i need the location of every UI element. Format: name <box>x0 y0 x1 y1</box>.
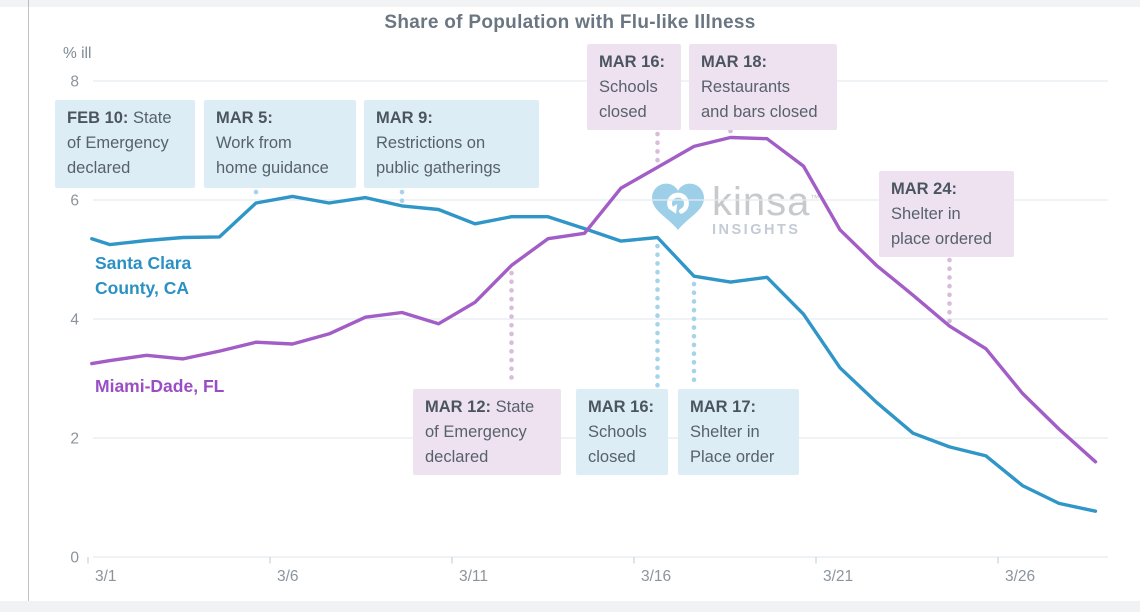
y-tick-label-8: 8 <box>70 74 79 91</box>
kinsa-insights-watermark: kinsa™ INSIGHTS <box>652 180 820 238</box>
annotation-date-mar16-schools-top: MAR 16: <box>599 53 666 71</box>
annotation-date-mar9: MAR 9: <box>376 109 433 127</box>
annotation-mar24: MAR 24: Shelter in place ordered <box>879 171 1014 257</box>
y-tick-label-6: 6 <box>70 193 79 210</box>
kinsa-heart-icon <box>652 183 704 230</box>
series-line-miami-dade-fl <box>90 135 1098 464</box>
annotation-mar5: MAR 5: Work from home guidance <box>204 100 356 188</box>
annotation-mar18: MAR 18: Restaurants and bars closed <box>689 44 837 130</box>
annotation-date-mar24: MAR 24: <box>891 180 958 198</box>
annotation-mar16-schools-top: MAR 16: Schools closed <box>587 44 681 130</box>
chart-title: Share of Population with Flu-like Illnes… <box>384 12 756 33</box>
x-tick-label-3/21: 3/21 <box>823 568 853 585</box>
x-tick-label-3/1: 3/1 <box>95 568 117 585</box>
annotation-feb10: FEB 10: State of Emergency declared <box>55 100 195 188</box>
x-tick-label-3/6: 3/6 <box>277 568 299 585</box>
annotation-date-mar18: MAR 18: <box>701 53 768 71</box>
annotation-mar9: MAR 9: Restrictions on public gatherings <box>364 100 539 188</box>
kinsa-logo-text: kinsa™ INSIGHTS <box>712 180 820 238</box>
series-label-santa-clara-county-ca: Santa Clara County, CA <box>95 253 192 298</box>
series-line-santa-clara-county-ca <box>90 194 1098 513</box>
y-tick-label-4: 4 <box>70 312 79 329</box>
window-left-edge <box>28 0 29 612</box>
y-axis-unit-label: % ill <box>63 45 92 62</box>
annotation-date-mar16-schools-bottom: MAR 16: <box>588 398 655 416</box>
annotation-date-mar5: MAR 5: <box>216 109 273 127</box>
y-tick-label-0: 0 <box>70 550 79 567</box>
window-bottom-edge <box>0 601 1140 612</box>
annotation-mar16-schools-bottom: MAR 16: Schools closed <box>576 389 668 475</box>
x-tick-label-3/16: 3/16 <box>641 568 671 585</box>
annotation-date-mar17: MAR 17: <box>690 398 757 416</box>
x-tick-label-3/11: 3/11 <box>459 568 488 585</box>
window-top-edge <box>0 0 1140 7</box>
annotation-date-mar12: MAR 12: <box>425 398 492 416</box>
y-tick-label-2: 2 <box>70 431 79 448</box>
insights-label: INSIGHTS <box>712 222 801 238</box>
annotation-mar12: MAR 12: State of Emergency declared <box>413 389 561 475</box>
kinsa-wordmark: kinsa <box>712 180 811 224</box>
series-label-miami-dade-fl: Miami-Dade, FL <box>95 376 225 396</box>
annotation-date-feb10: FEB 10: <box>67 109 129 127</box>
x-tick-label-3/26: 3/26 <box>1005 568 1035 585</box>
annotation-mar17: MAR 17: Shelter in Place order <box>678 389 799 475</box>
trademark-symbol: ™ <box>810 193 820 203</box>
